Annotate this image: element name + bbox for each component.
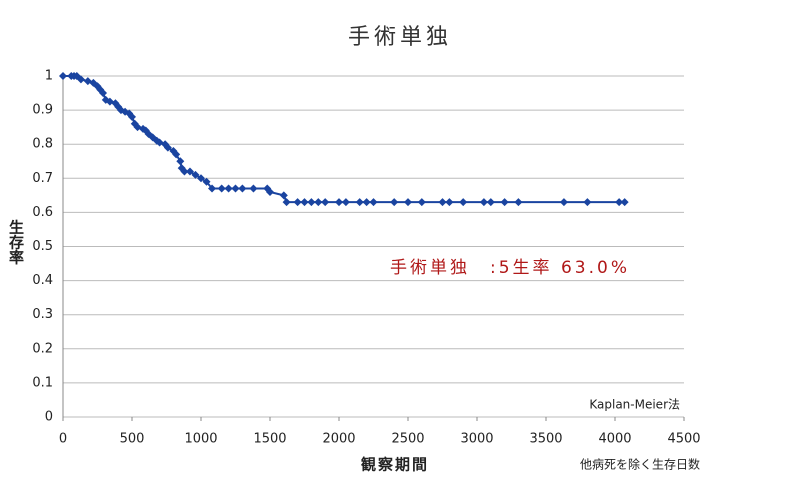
censor-marker	[445, 198, 454, 207]
censor-marker	[59, 72, 67, 80]
method-note: Kaplan-Meier法	[589, 398, 680, 412]
censor-marker	[279, 191, 288, 200]
y-tick-label: 0.2	[32, 341, 53, 356]
x-tick-label: 1000	[184, 432, 217, 447]
censor-marker	[208, 184, 217, 193]
censor-marker	[76, 75, 85, 84]
censor-marker	[238, 184, 247, 193]
censor-marker	[121, 107, 130, 116]
x-tick-label: 3500	[529, 432, 562, 447]
y-axis-label: 生存率	[7, 219, 25, 266]
censor-marker	[185, 167, 194, 176]
censor-marker	[197, 174, 205, 183]
x-tick-label: 4000	[598, 432, 631, 447]
x-tick-label: 500	[120, 432, 145, 447]
censor-marker	[99, 89, 108, 98]
censor-marker	[514, 198, 523, 207]
censor-marker	[307, 198, 316, 207]
censor-marker	[559, 198, 568, 207]
x-tick-label: 2000	[322, 432, 355, 447]
y-tick-label: 0.5	[32, 239, 53, 254]
censor-marker	[217, 184, 226, 193]
censor-marker	[128, 112, 136, 121]
y-tick-label: 0.4	[32, 273, 53, 288]
y-tick-label: 0.7	[32, 171, 53, 186]
censor-marker	[163, 143, 172, 152]
censor-marker	[191, 170, 200, 179]
chart-title: 手術単独	[348, 25, 452, 50]
y-tick-label: 0.1	[32, 375, 53, 390]
x-tick-label: 2500	[391, 432, 424, 447]
censor-marker	[176, 157, 185, 166]
censor-marker	[583, 198, 592, 207]
censor-marker	[417, 198, 426, 207]
x-tick-label: 1500	[253, 432, 286, 447]
y-tick-label: 0.3	[32, 307, 53, 322]
censor-marker	[249, 184, 258, 193]
censor-marker	[620, 198, 629, 207]
y-tick-label: 1	[45, 69, 53, 84]
censor-marker	[500, 198, 509, 207]
y-tick-label: 0.8	[32, 137, 53, 152]
censor-marker	[293, 198, 302, 207]
x-axis-label: 観察期間	[361, 456, 429, 474]
censor-marker	[390, 198, 399, 207]
censor-marker	[224, 184, 233, 193]
censor-marker	[438, 198, 447, 207]
censor-marker	[282, 198, 291, 207]
x-tick-label: 4500	[667, 432, 700, 447]
censor-marker	[300, 198, 309, 207]
y-tick-label: 0.6	[32, 205, 53, 220]
censor-marker	[321, 198, 330, 207]
censor-marker	[615, 198, 624, 207]
survival-line	[63, 75, 625, 204]
x-tick-label: 3000	[460, 432, 493, 447]
y-tick-label: 0	[45, 410, 53, 425]
censor-marker	[341, 198, 350, 207]
censor-marker	[180, 167, 189, 176]
censor-marker	[172, 150, 181, 159]
censor-marker	[369, 198, 378, 207]
censor-marker	[362, 198, 371, 207]
censor-marker	[231, 184, 240, 193]
censor-marker	[459, 198, 468, 207]
censor-marker	[335, 198, 343, 207]
annotation: 手術単独 :5生率 63.0%	[390, 258, 630, 278]
y-tick-label: 0.9	[32, 103, 53, 118]
x-tick-label: 0	[59, 432, 67, 447]
censor-marker	[404, 198, 412, 207]
censor-marker	[479, 198, 488, 207]
censor-marker	[355, 198, 364, 207]
censor-marker	[202, 177, 211, 186]
censor-marker	[266, 187, 274, 196]
x-axis-note: 他病死を除く生存日数	[580, 457, 700, 472]
censor-marker	[314, 198, 323, 207]
censor-marker	[486, 198, 495, 207]
